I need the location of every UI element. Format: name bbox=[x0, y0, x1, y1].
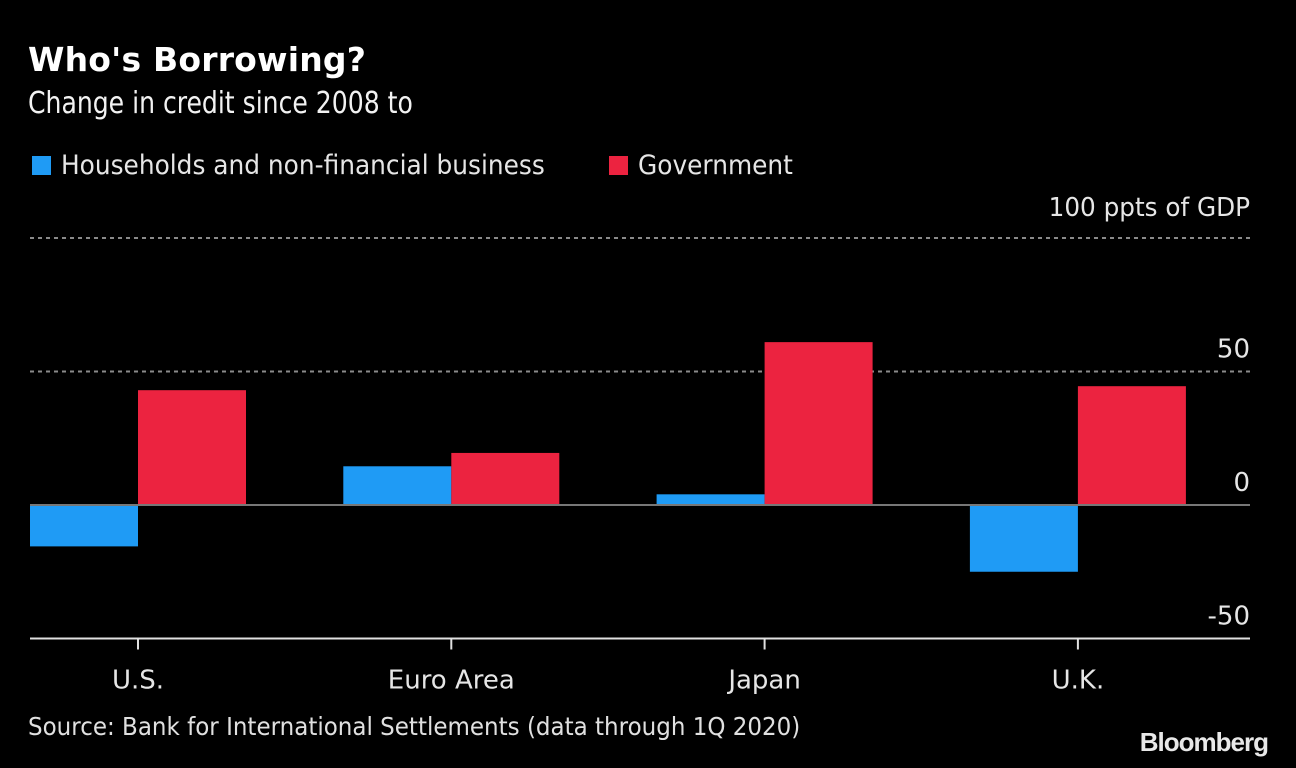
bar-households-2 bbox=[656, 494, 765, 505]
bar-government-0 bbox=[138, 390, 246, 505]
legend-item-households: Households and non-financial business bbox=[32, 150, 587, 181]
y-axis-unit-label: 100 ppts of GDP bbox=[1048, 193, 1250, 223]
x-tick-label: U.K. bbox=[1052, 666, 1105, 696]
bar-government-2 bbox=[764, 342, 873, 505]
legend: Households and non-financial business Go… bbox=[32, 150, 828, 181]
y-tick-label: 0 bbox=[1233, 468, 1250, 498]
bar-government-3 bbox=[1077, 386, 1186, 505]
legend-label-households: Households and non-financial business bbox=[61, 150, 545, 181]
y-tick-label: -50 bbox=[1208, 602, 1250, 632]
legend-swatch-government bbox=[608, 156, 628, 175]
chart-subtitle: Change in credit since 2008 to bbox=[28, 86, 413, 121]
bar-government-1 bbox=[451, 452, 560, 505]
y-tick-label: 50 bbox=[1217, 335, 1250, 365]
legend-swatch-households bbox=[32, 156, 51, 175]
x-tick-label: U.S. bbox=[112, 666, 164, 696]
bloomberg-logo: Bloomberg bbox=[1139, 727, 1269, 757]
legend-label-government: Government bbox=[637, 150, 793, 181]
bar-households-3 bbox=[969, 505, 1078, 572]
bar-households-0 bbox=[30, 505, 138, 547]
legend-item-government: Government bbox=[608, 150, 806, 181]
source-note: Source: Bank for International Settlemen… bbox=[28, 712, 801, 741]
x-tick-label: Japan bbox=[726, 666, 801, 696]
x-tick-label: Euro Area bbox=[388, 666, 515, 696]
bar-households-1 bbox=[343, 466, 452, 505]
chart-title: Who's Borrowing? bbox=[28, 40, 367, 79]
